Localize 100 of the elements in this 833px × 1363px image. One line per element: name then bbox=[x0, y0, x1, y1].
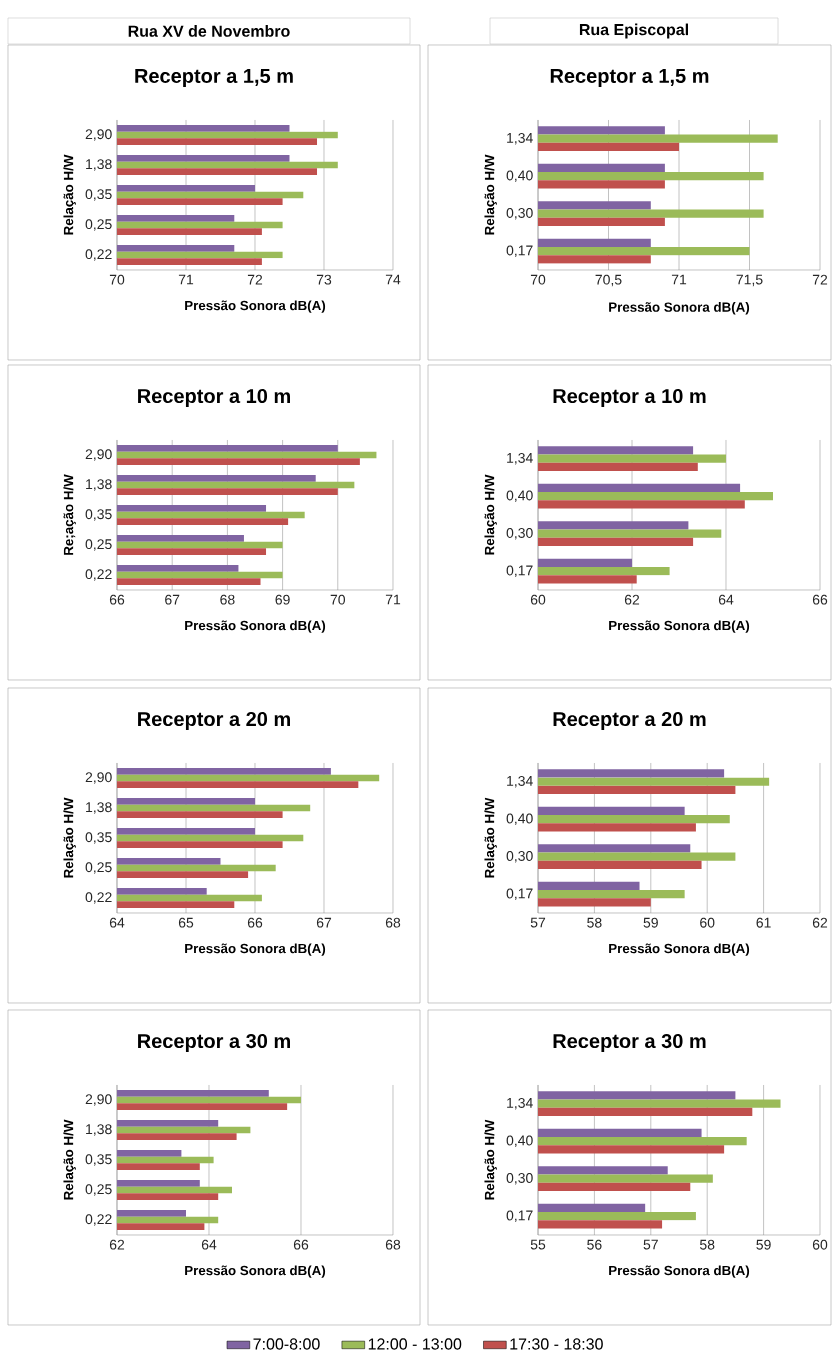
y-axis-title: Relação H/W bbox=[484, 797, 497, 878]
x-tick-label: 55 bbox=[530, 1239, 546, 1250]
y-tick-label: 1,34 bbox=[507, 775, 533, 788]
y-tick-label: 2,90 bbox=[85, 449, 112, 461]
x-tick-label: 61 bbox=[756, 917, 771, 928]
x-tick-label: 64 bbox=[718, 594, 734, 605]
y-tick-label: 2,90 bbox=[85, 129, 112, 141]
y-tick-label: 2,90 bbox=[85, 1094, 112, 1106]
x-tick-label: 58 bbox=[699, 1239, 715, 1250]
x-tick-label: 69 bbox=[275, 594, 290, 605]
x-tick-label: 57 bbox=[643, 1239, 658, 1250]
legend-label: 7:00-8:00 bbox=[253, 1338, 320, 1350]
y-tick-label: 0,25 bbox=[85, 539, 112, 551]
x-tick-label: 70 bbox=[530, 274, 546, 285]
x-tick-label: 62 bbox=[812, 917, 828, 928]
x-tick-label: 66 bbox=[247, 917, 263, 928]
y-tick-label: 0,35 bbox=[85, 189, 112, 201]
y-tick-label: 0,22 bbox=[85, 569, 112, 581]
y-axis-title: Relação H/W bbox=[63, 797, 76, 878]
y-axis-title: Re;ação H/W bbox=[63, 474, 76, 555]
x-tick-label: 59 bbox=[643, 917, 658, 928]
x-axis-title: Pressão Sonora dB(A) bbox=[609, 1265, 750, 1278]
chart-title: Receptor a 10 m bbox=[553, 388, 706, 408]
x-tick-label: 70 bbox=[330, 594, 346, 605]
y-tick-label: 0,35 bbox=[85, 509, 112, 521]
x-tick-label: 64 bbox=[201, 1239, 217, 1250]
y-axis-title: Relação H/W bbox=[63, 154, 76, 235]
y-tick-label: 0,17 bbox=[506, 888, 533, 901]
y-tick-label: 1,38 bbox=[86, 159, 112, 171]
y-tick-label: 0,40 bbox=[506, 813, 533, 826]
y-tick-label: 0,17 bbox=[506, 1210, 533, 1223]
x-tick-label: 68 bbox=[385, 1239, 401, 1250]
x-axis-title: Pressão Sonora dB(A) bbox=[609, 302, 750, 315]
x-tick-label: 73 bbox=[316, 274, 332, 285]
x-tick-label: 60 bbox=[812, 1239, 828, 1250]
x-tick-label: 66 bbox=[109, 594, 125, 605]
y-tick-label: 0,30 bbox=[506, 1172, 533, 1185]
x-tick-label: 70 bbox=[109, 274, 125, 285]
x-axis-title: Pressão Sonora dB(A) bbox=[609, 620, 750, 633]
x-tick-label: 59 bbox=[756, 1239, 771, 1250]
y-tick-label: 0,25 bbox=[85, 862, 112, 874]
chart-title: Receptor a 10 m bbox=[138, 388, 290, 408]
x-tick-label: 62 bbox=[624, 594, 640, 605]
x-tick-label: 60 bbox=[530, 594, 546, 605]
x-tick-label: 66 bbox=[812, 594, 828, 605]
chart-title: Receptor a 30 m bbox=[553, 1033, 706, 1053]
text: Rua Episcopal bbox=[579, 23, 688, 39]
y-axis-title: Relação H/W bbox=[63, 1119, 76, 1200]
x-tick-label: 58 bbox=[587, 917, 602, 928]
x-tick-label: 68 bbox=[220, 594, 235, 605]
y-tick-label: 0,35 bbox=[85, 1154, 112, 1166]
chart-title: Receptor a 20 m bbox=[138, 711, 290, 731]
x-tick-label: 65 bbox=[178, 917, 194, 928]
y-tick-label: 0,17 bbox=[506, 565, 533, 578]
y-tick-label: 1,38 bbox=[86, 1124, 112, 1136]
y-tick-label: 1,34 bbox=[507, 132, 533, 145]
x-tick-label: 67 bbox=[316, 917, 332, 928]
x-tick-label: 68 bbox=[385, 917, 401, 928]
y-tick-label: 1,38 bbox=[86, 802, 112, 814]
y-tick-label: 1,34 bbox=[507, 452, 533, 465]
y-tick-label: 0,30 bbox=[506, 527, 533, 540]
y-axis-title: Relação H/W bbox=[484, 154, 497, 235]
y-tick-label: 0,35 bbox=[85, 832, 112, 844]
x-axis-title: Pressão Sonora dB(A) bbox=[185, 1265, 326, 1278]
x-tick-label: 56 bbox=[587, 1239, 602, 1250]
y-tick-label: 1,34 bbox=[507, 1097, 533, 1110]
x-axis-title: Pressão Sonora dB(A) bbox=[185, 620, 326, 633]
x-tick-label: 72 bbox=[247, 274, 263, 285]
y-tick-label: 0,22 bbox=[85, 249, 112, 261]
chart-title: Receptor a 30 m bbox=[138, 1033, 290, 1053]
y-tick-label: 0,22 bbox=[85, 892, 112, 904]
x-tick-label: 71 bbox=[385, 594, 401, 605]
y-tick-label: 0,25 bbox=[85, 1184, 112, 1196]
x-axis-title: Pressão Sonora dB(A) bbox=[609, 943, 750, 956]
x-axis-title: Pressão Sonora dB(A) bbox=[185, 300, 326, 313]
text: Rua XV de Novembro bbox=[128, 25, 290, 37]
y-tick-label: 0,22 bbox=[85, 1214, 112, 1226]
y-tick-label: 0,30 bbox=[506, 207, 533, 220]
chart-title: Receptor a 20 m bbox=[553, 711, 706, 731]
x-tick-label: 67 bbox=[165, 594, 180, 605]
y-tick-label: 0,17 bbox=[506, 245, 533, 258]
y-axis-title: Relação H/W bbox=[484, 474, 497, 555]
legend-label: 17:30 - 18:30 bbox=[510, 1338, 603, 1350]
x-tick-label: 71,5 bbox=[736, 274, 763, 287]
x-tick-label: 66 bbox=[293, 1239, 309, 1250]
y-tick-label: 2,90 bbox=[85, 772, 112, 784]
x-axis-title: Pressão Sonora dB(A) bbox=[185, 943, 326, 956]
y-tick-label: 1,38 bbox=[86, 479, 112, 491]
x-tick-label: 62 bbox=[109, 1239, 125, 1250]
x-tick-label: 72 bbox=[812, 274, 828, 285]
y-tick-label: 0,40 bbox=[506, 490, 533, 503]
x-tick-label: 74 bbox=[385, 274, 401, 285]
chart-title: Receptor a 1,5 m bbox=[550, 69, 709, 87]
x-tick-label: 57 bbox=[530, 917, 546, 928]
y-tick-label: 0,40 bbox=[506, 170, 533, 183]
x-tick-label: 70,5 bbox=[595, 274, 622, 287]
x-tick-label: 60 bbox=[700, 917, 715, 928]
x-tick-label: 64 bbox=[109, 917, 125, 928]
y-tick-label: 0,40 bbox=[506, 1135, 533, 1148]
y-axis-title: Relação H/W bbox=[484, 1119, 497, 1200]
